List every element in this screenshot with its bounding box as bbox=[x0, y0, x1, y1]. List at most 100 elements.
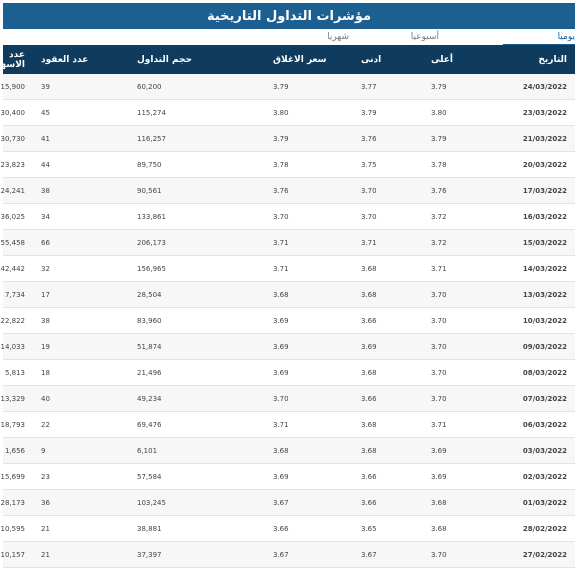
cell-deals: 38 bbox=[33, 307, 129, 334]
cell-low: 3.77 bbox=[353, 74, 423, 100]
cell-low: 3.68 bbox=[353, 411, 423, 438]
cell-date: 15/03/2022 bbox=[495, 229, 575, 256]
cell-high: 3.70 bbox=[423, 307, 495, 334]
cell-high: 3.70 bbox=[423, 359, 495, 386]
table-row: 10/03/2022 3.70 3.66 3.69 83,960 38 22,822 bbox=[1, 307, 575, 334]
cell-date: 02/03/2022 bbox=[495, 463, 575, 490]
cell-low: 3.75 bbox=[353, 151, 423, 178]
cell-close: 3.69 bbox=[265, 359, 353, 386]
cell-low: 3.70 bbox=[353, 203, 423, 230]
cell-close: 3.68 bbox=[265, 437, 353, 464]
cell-deals: 44 bbox=[33, 151, 129, 178]
cell-low: 3.66 bbox=[353, 489, 423, 516]
cell-close: 3.78 bbox=[265, 151, 353, 178]
column-header-high[interactable]: أعلى bbox=[423, 45, 495, 74]
cell-volume: 156,965 bbox=[129, 255, 265, 282]
cell-date: 28/02/2022 bbox=[495, 515, 575, 542]
cell-high: 3.80 bbox=[423, 99, 495, 126]
cell-deals: 21 bbox=[33, 515, 129, 542]
cell-date: 17/03/2022 bbox=[495, 177, 575, 204]
column-header-date[interactable]: التاريخ bbox=[495, 45, 575, 74]
cell-deals: 21 bbox=[33, 541, 129, 568]
table-row: 07/03/2022 3.70 3.66 3.70 49,234 40 13,329 bbox=[1, 385, 575, 412]
cell-shares: 28,173 bbox=[1, 489, 33, 516]
column-header-close[interactable]: سعر الاغلاق bbox=[265, 45, 353, 74]
cell-high: 3.79 bbox=[423, 74, 495, 100]
table-header-row: التاريخ أعلى ادنى سعر الاغلاق حجم التداو… bbox=[0, 45, 575, 74]
cell-low: 3.66 bbox=[353, 463, 423, 490]
cell-close: 3.67 bbox=[265, 541, 353, 568]
cell-volume: 28,504 bbox=[129, 281, 265, 308]
table-row: 02/03/2022 3.69 3.66 3.69 57,584 23 15,699 bbox=[1, 463, 575, 490]
cell-date: 21/03/2022 bbox=[495, 125, 575, 152]
tab-daily[interactable]: يوميا bbox=[503, 31, 575, 45]
cell-low: 3.68 bbox=[353, 359, 423, 386]
cell-close: 3.67 bbox=[265, 489, 353, 516]
column-header-volume[interactable]: حجم التداول bbox=[129, 45, 265, 74]
table-row: 01/03/2022 3.68 3.66 3.67 103,245 36 28,173 bbox=[1, 489, 575, 516]
cell-deals: 66 bbox=[33, 229, 129, 256]
cell-low: 3.70 bbox=[353, 177, 423, 204]
cell-volume: 51,874 bbox=[129, 333, 265, 360]
cell-high: 3.79 bbox=[423, 125, 495, 152]
cell-high: 3.69 bbox=[423, 463, 495, 490]
table-row: 20/03/2022 3.78 3.75 3.78 89,750 44 23,823 bbox=[1, 151, 575, 178]
cell-close: 3.71 bbox=[265, 255, 353, 282]
cell-volume: 69,476 bbox=[129, 411, 265, 438]
cell-volume: 49,234 bbox=[129, 385, 265, 412]
cell-deals: 45 bbox=[33, 99, 129, 126]
cell-close: 3.69 bbox=[265, 463, 353, 490]
cell-deals: 40 bbox=[33, 385, 129, 412]
cell-volume: 6,101 bbox=[129, 437, 265, 464]
cell-shares: 36,025 bbox=[1, 203, 33, 230]
cell-close: 3.79 bbox=[265, 125, 353, 152]
cell-low: 3.66 bbox=[353, 385, 423, 412]
cell-deals: 18 bbox=[33, 359, 129, 386]
cell-close: 3.80 bbox=[265, 99, 353, 126]
table-row: 16/03/2022 3.72 3.70 3.70 133,861 34 36,025 bbox=[1, 203, 575, 230]
cell-deals: 39 bbox=[33, 74, 129, 100]
cell-date: 07/03/2022 bbox=[495, 385, 575, 412]
cell-shares: 24,241 bbox=[1, 177, 33, 204]
cell-low: 3.69 bbox=[353, 333, 423, 360]
cell-date: 10/03/2022 bbox=[495, 307, 575, 334]
table-row: 15/03/2022 3.72 3.71 3.71 206,173 66 55,458 bbox=[1, 229, 575, 256]
cell-volume: 90,561 bbox=[129, 177, 265, 204]
cell-shares: 10,595 bbox=[1, 515, 33, 542]
cell-date: 01/03/2022 bbox=[495, 489, 575, 516]
cell-low: 3.68 bbox=[353, 437, 423, 464]
column-header-shares[interactable]: عدد الاسهم bbox=[0, 45, 33, 74]
table-row: 28/02/2022 3.68 3.65 3.66 38,881 21 10,595 bbox=[1, 515, 575, 542]
cell-volume: 116,257 bbox=[129, 125, 265, 152]
cell-close: 3.66 bbox=[265, 515, 353, 542]
cell-deals: 41 bbox=[33, 125, 129, 152]
table-row: 13/03/2022 3.70 3.68 3.68 28,504 17 7,734 bbox=[3, 281, 575, 308]
table-row: 23/03/2022 3.80 3.79 3.80 115,274 45 30,400 bbox=[1, 99, 575, 126]
table-row: 27/02/2022 3.70 3.67 3.67 37,397 21 10,157 bbox=[1, 541, 575, 568]
cell-date: 14/03/2022 bbox=[495, 255, 575, 282]
cell-shares: 30,730 bbox=[1, 125, 33, 152]
cell-shares: 1,656 bbox=[3, 437, 33, 464]
trading-history-table: التاريخ أعلى ادنى سعر الاغلاق حجم التداو… bbox=[0, 45, 575, 568]
cell-volume: 21,496 bbox=[129, 359, 265, 386]
cell-low: 3.67 bbox=[353, 541, 423, 568]
cell-date: 24/03/2022 bbox=[495, 74, 575, 100]
cell-volume: 103,245 bbox=[129, 489, 265, 516]
cell-close: 3.69 bbox=[265, 333, 353, 360]
column-header-low[interactable]: ادنى bbox=[353, 45, 423, 74]
tab-weekly[interactable]: أسبوعيا bbox=[410, 32, 439, 42]
column-header-deals[interactable]: عدد العقود bbox=[33, 45, 129, 74]
table-row: 24/03/2022 3.79 3.77 3.79 60,200 39 15,900 bbox=[1, 74, 575, 100]
cell-shares: 18,793 bbox=[1, 411, 33, 438]
table-row: 09/03/2022 3.70 3.69 3.69 51,874 19 14,033 bbox=[1, 333, 575, 360]
cell-shares: 22,822 bbox=[1, 307, 33, 334]
cell-high: 3.70 bbox=[423, 385, 495, 412]
cell-deals: 36 bbox=[33, 489, 129, 516]
cell-date: 16/03/2022 bbox=[495, 203, 575, 230]
cell-date: 06/03/2022 bbox=[495, 411, 575, 438]
widget-title-bar: مؤشرات التداول التاريخية bbox=[3, 3, 575, 29]
cell-date: 09/03/2022 bbox=[495, 333, 575, 360]
cell-deals: 17 bbox=[33, 281, 129, 308]
cell-deals: 34 bbox=[33, 203, 129, 230]
tab-monthly[interactable]: شهريا bbox=[327, 32, 349, 42]
